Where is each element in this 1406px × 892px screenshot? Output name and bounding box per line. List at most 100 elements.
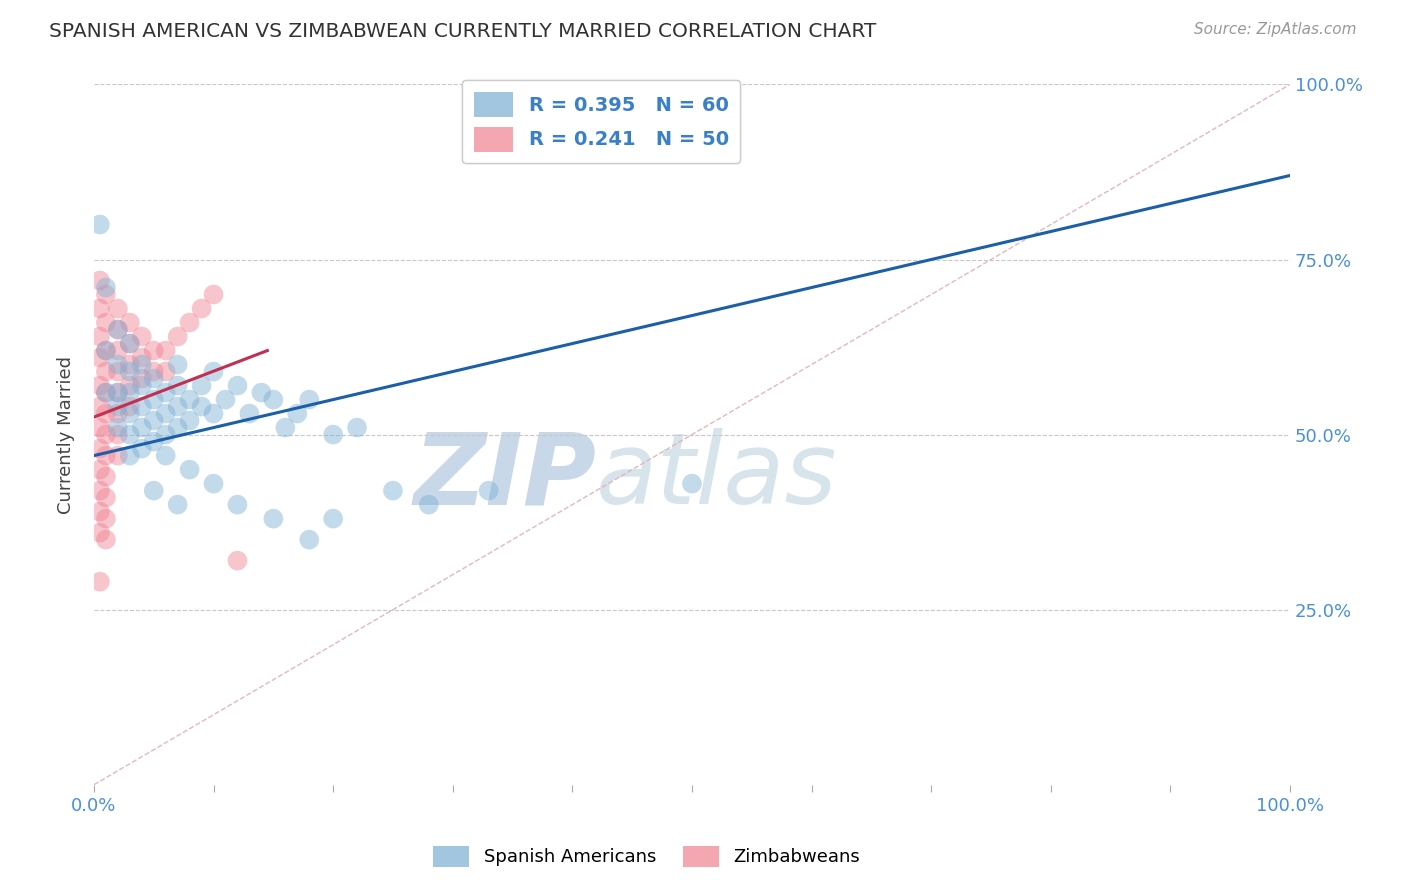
Point: [94, 385, 117, 400]
Point: [298, 392, 321, 407]
Point: [89, 351, 111, 365]
Point: [346, 420, 368, 434]
Point: [179, 462, 201, 476]
Point: [118, 427, 141, 442]
Point: [89, 420, 111, 434]
Point: [89, 378, 111, 392]
Point: [107, 322, 129, 336]
Text: SPANISH AMERICAN VS ZIMBABWEAN CURRENTLY MARRIED CORRELATION CHART: SPANISH AMERICAN VS ZIMBABWEAN CURRENTLY…: [49, 22, 876, 41]
Point: [89, 442, 111, 456]
Point: [94, 316, 117, 330]
Point: [478, 483, 501, 498]
Y-axis label: Currently Married: Currently Married: [58, 356, 75, 514]
Point: [107, 400, 129, 414]
Point: [202, 287, 225, 301]
Point: [94, 385, 117, 400]
Point: [262, 511, 284, 525]
Point: [166, 358, 188, 372]
Point: [166, 420, 188, 434]
Point: [89, 301, 111, 316]
Point: [131, 420, 153, 434]
Point: [214, 392, 236, 407]
Point: [131, 371, 153, 385]
Point: [322, 427, 344, 442]
Point: [298, 533, 321, 547]
Point: [166, 329, 188, 343]
Point: [118, 336, 141, 351]
Point: [155, 343, 177, 358]
Legend: Spanish Americans, Zimbabweans: Spanish Americans, Zimbabweans: [426, 838, 868, 874]
Text: Source: ZipAtlas.com: Source: ZipAtlas.com: [1194, 22, 1357, 37]
Point: [250, 385, 273, 400]
Point: [89, 462, 111, 476]
Point: [107, 420, 129, 434]
Point: [179, 414, 201, 428]
Point: [381, 483, 404, 498]
Point: [89, 273, 111, 287]
Point: [190, 378, 212, 392]
Point: [142, 414, 165, 428]
Point: [155, 365, 177, 379]
Point: [262, 392, 284, 407]
Point: [107, 343, 129, 358]
Point: [131, 358, 153, 372]
Point: [94, 343, 117, 358]
Point: [226, 498, 249, 512]
Point: [166, 498, 188, 512]
Point: [155, 407, 177, 421]
Point: [118, 336, 141, 351]
Point: [118, 378, 141, 392]
Point: [131, 400, 153, 414]
Point: [131, 442, 153, 456]
Point: [322, 511, 344, 525]
Point: [107, 358, 129, 372]
Point: [142, 483, 165, 498]
Point: [107, 407, 129, 421]
Point: [94, 407, 117, 421]
Point: [107, 385, 129, 400]
Point: [94, 427, 117, 442]
Point: [681, 476, 703, 491]
Text: atlas: atlas: [596, 428, 838, 525]
Point: [202, 365, 225, 379]
Point: [89, 505, 111, 519]
Point: [131, 351, 153, 365]
Point: [107, 385, 129, 400]
Point: [142, 365, 165, 379]
Point: [131, 378, 153, 392]
Point: [107, 449, 129, 463]
Point: [107, 322, 129, 336]
Point: [226, 554, 249, 568]
Point: [190, 301, 212, 316]
Point: [166, 400, 188, 414]
Point: [94, 533, 117, 547]
Point: [94, 491, 117, 505]
Point: [107, 427, 129, 442]
Point: [274, 420, 297, 434]
Point: [94, 287, 117, 301]
Point: [94, 449, 117, 463]
Point: [118, 400, 141, 414]
Point: [118, 316, 141, 330]
Point: [94, 280, 117, 294]
Point: [94, 365, 117, 379]
Legend: R = 0.395   N = 60, R = 0.241   N = 50: R = 0.395 N = 60, R = 0.241 N = 50: [463, 80, 741, 163]
Point: [118, 365, 141, 379]
Point: [202, 407, 225, 421]
Point: [89, 483, 111, 498]
Point: [155, 385, 177, 400]
Point: [118, 407, 141, 421]
Point: [238, 407, 260, 421]
Point: [89, 525, 111, 540]
Point: [94, 343, 117, 358]
Point: [118, 385, 141, 400]
Point: [179, 316, 201, 330]
Point: [94, 511, 117, 525]
Point: [226, 378, 249, 392]
Point: [89, 400, 111, 414]
Point: [142, 392, 165, 407]
Point: [179, 392, 201, 407]
Point: [89, 218, 111, 232]
Point: [202, 476, 225, 491]
Point: [285, 407, 308, 421]
